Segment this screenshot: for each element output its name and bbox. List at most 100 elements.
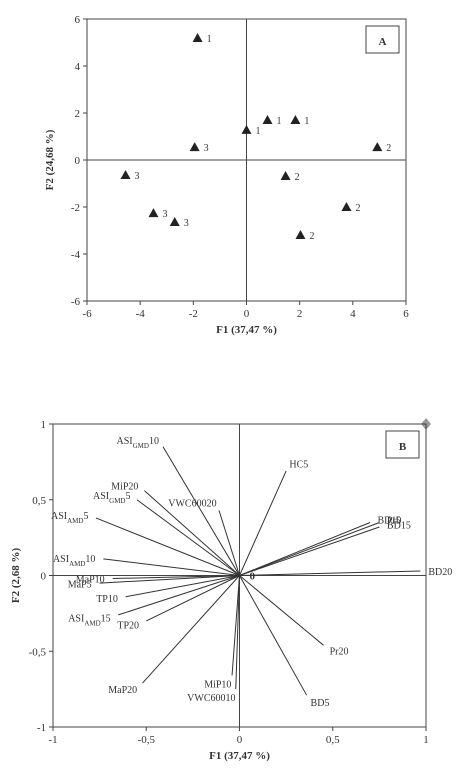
- vector-label: ASIGMD10: [116, 436, 158, 450]
- vector: [99, 575, 240, 584]
- panel-label: B: [399, 441, 407, 453]
- x-tick-label: -2: [189, 308, 198, 320]
- point-label: 3: [204, 143, 209, 154]
- point-label: 3: [135, 171, 140, 182]
- vector-label-part: AMD: [67, 517, 83, 525]
- vector: [118, 575, 240, 616]
- point-label: 2: [355, 203, 360, 214]
- panel-label-box: [365, 25, 400, 54]
- vector-label: MiP10: [204, 679, 231, 690]
- point: [192, 33, 203, 43]
- x-tick-label: 1: [423, 734, 429, 746]
- y-tick-label: 0,5: [32, 495, 46, 507]
- vector-label-part: MiP20: [111, 481, 138, 492]
- point-label: 2: [386, 143, 391, 154]
- vector-label-part: 10: [149, 436, 159, 447]
- vector-label: BD10: [377, 515, 401, 526]
- origin-label: 0: [250, 571, 256, 583]
- vector-label-part: AMD: [84, 619, 100, 627]
- vector-label-part: 15: [101, 613, 111, 624]
- vector: [239, 526, 380, 576]
- vector: [136, 499, 240, 576]
- y-tick-label: 4: [75, 61, 81, 73]
- vector: [162, 446, 240, 576]
- y-axis-label: F2 (2,68 %): [10, 548, 22, 604]
- point-label: 2: [309, 231, 314, 242]
- point: [295, 229, 306, 239]
- point: [290, 115, 301, 125]
- vector-label: MaP20: [108, 685, 137, 696]
- x-tick-label: 0,5: [326, 734, 340, 746]
- x-tick-label: -1: [48, 734, 57, 746]
- y-tick-label: 0: [75, 155, 81, 167]
- vector-label-part: ASI: [68, 613, 84, 624]
- vector-label: MiP20: [111, 481, 138, 492]
- vector: [239, 470, 287, 576]
- vector-label-part: ASI: [53, 554, 69, 565]
- vector: [125, 575, 240, 598]
- x-tick-label: -6: [82, 308, 92, 320]
- vector-label-part: ASI: [51, 511, 67, 522]
- vector-label: Pr20: [330, 646, 349, 657]
- vector: [142, 575, 240, 684]
- x-axis-label: F1 (37,47 %): [216, 324, 277, 336]
- vector: [146, 575, 240, 622]
- vector-label: VWC60010: [187, 693, 235, 704]
- point: [241, 124, 252, 134]
- vector-label-part: MiP10: [204, 679, 231, 690]
- vector: [239, 522, 380, 576]
- vector-label: MaP10: [76, 575, 105, 586]
- point-label: 2: [295, 172, 300, 183]
- vector-label-part: MaP5: [68, 580, 92, 591]
- x-tick-label: 6: [403, 308, 409, 320]
- x-tick-label: 2: [297, 308, 303, 320]
- vector-label-part: HC5: [289, 460, 308, 471]
- point: [148, 208, 159, 218]
- y-tick-label: -0,5: [29, 646, 47, 658]
- y-tick-label: -4: [71, 249, 81, 261]
- vector: [218, 510, 240, 576]
- vector-label-part: BD10: [377, 515, 401, 526]
- point-label: 1: [277, 116, 282, 127]
- point: [120, 170, 131, 180]
- point: [372, 142, 383, 152]
- panel-label: A: [379, 36, 387, 48]
- vector: [112, 575, 240, 580]
- y-tick-label: 1: [41, 419, 47, 431]
- x-tick-label: 4: [350, 308, 356, 320]
- vector-label: Pr5: [387, 516, 401, 527]
- vector-label: VWC60020: [168, 499, 216, 510]
- vector-label: MaP5: [68, 580, 92, 591]
- vector-label-part: GMD: [109, 497, 125, 505]
- vector: [239, 575, 308, 696]
- y-tick-label: -6: [71, 296, 81, 308]
- x-tick-label: -0,5: [138, 734, 156, 746]
- vector-label-part: Pr20: [330, 646, 349, 657]
- point-label: 1: [304, 116, 309, 127]
- point-label: 1: [207, 34, 212, 45]
- vector-label: ASIAMD5: [51, 511, 88, 525]
- point: [262, 115, 273, 125]
- vector-label: ASIAMD15: [68, 613, 110, 627]
- vector: [144, 490, 240, 576]
- vector-label-part: VWC60010: [187, 693, 235, 704]
- vector: [231, 575, 240, 676]
- vector-label: TP20: [117, 620, 139, 631]
- point: [341, 202, 352, 211]
- vector-label-part: TP10: [96, 594, 118, 605]
- point-label: 3: [184, 218, 189, 229]
- vector-label-part: Pr5: [387, 516, 401, 527]
- vector-label-part: GMD: [133, 442, 149, 450]
- vector: [239, 522, 371, 576]
- vector-label: ASIAMD10: [53, 554, 95, 568]
- point: [189, 142, 200, 152]
- point: [169, 217, 180, 227]
- vector: [103, 558, 240, 576]
- y-tick-label: -1: [37, 722, 46, 734]
- point-label: 1: [256, 126, 261, 137]
- y-axis-label: F2 (24,68 %): [44, 129, 56, 190]
- y-tick-label: -2: [71, 202, 80, 214]
- y-tick-label: 0: [41, 571, 47, 583]
